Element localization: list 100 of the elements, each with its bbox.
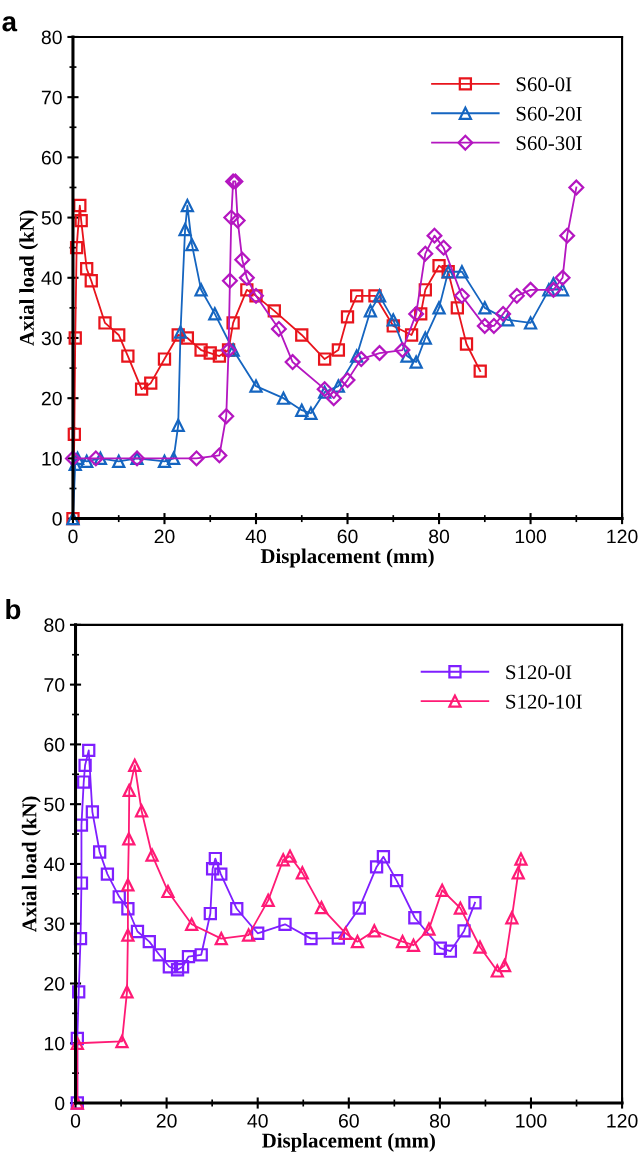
point (122, 783, 136, 798)
point (371, 345, 388, 362)
point (270, 320, 287, 337)
point (161, 884, 175, 899)
point (112, 454, 126, 469)
point (418, 283, 432, 297)
point (435, 239, 452, 256)
point (121, 902, 135, 916)
point (386, 319, 400, 333)
y-tick-label: 30 (44, 917, 65, 931)
y-tick-label: 20 (41, 391, 62, 406)
point (350, 349, 364, 363)
point (340, 310, 355, 324)
point (304, 406, 318, 420)
point (395, 934, 410, 949)
point (522, 281, 539, 298)
point (70, 1031, 85, 1046)
point (121, 928, 135, 942)
y-tick-label: 10 (42, 451, 62, 466)
point (455, 265, 469, 279)
point (278, 917, 292, 931)
point (180, 331, 195, 345)
point (68, 331, 82, 345)
point (241, 928, 256, 942)
point (170, 963, 185, 977)
point (134, 804, 149, 818)
point (67, 427, 81, 441)
x-tick-label: 60 (337, 529, 358, 544)
x-tick-label: 40 (245, 529, 267, 544)
point (234, 251, 251, 268)
point (185, 238, 199, 252)
point (450, 301, 465, 315)
point (426, 227, 443, 244)
legend-label: S120-10I (506, 694, 582, 709)
point (417, 245, 434, 262)
point (376, 850, 391, 864)
point (261, 893, 275, 908)
point (203, 906, 217, 921)
point (175, 960, 190, 974)
point (523, 316, 538, 330)
y-tick-label: 50 (41, 211, 62, 225)
x-tick-label: 20 (156, 1113, 177, 1128)
x-tick-label: 80 (429, 529, 450, 544)
point (70, 1036, 85, 1050)
point (443, 944, 458, 958)
point (352, 901, 366, 915)
point (64, 450, 81, 467)
point (394, 342, 411, 359)
x-tick-label: 20 (154, 529, 175, 544)
y-tick-label: 0 (52, 512, 62, 526)
point (194, 948, 208, 962)
x-tick-label: 100 (515, 529, 547, 544)
point (212, 349, 227, 363)
legend-label: S120-0I (506, 665, 572, 680)
point (178, 222, 192, 237)
point (542, 283, 556, 297)
y-tick-label: 80 (41, 30, 62, 45)
y-tick-label: 20 (44, 976, 65, 991)
y-tick-label: 40 (41, 271, 62, 286)
point (226, 316, 240, 330)
point (283, 849, 297, 863)
point (545, 281, 562, 298)
x-axis-title: Displacement (mm) (262, 1132, 435, 1152)
point (218, 408, 235, 425)
legend-label: S60-30I (516, 136, 582, 151)
point (555, 283, 570, 297)
point (73, 198, 87, 213)
point (226, 343, 240, 357)
point (152, 948, 166, 962)
x-tick-label: 40 (247, 1113, 268, 1128)
point (304, 931, 318, 946)
point (331, 931, 345, 945)
x-tick-label: 60 (338, 1113, 359, 1128)
point (115, 1034, 129, 1049)
point (473, 940, 487, 954)
point (180, 198, 195, 213)
point (505, 911, 519, 925)
y-tick-label: 30 (41, 331, 62, 346)
point (295, 403, 309, 417)
point (432, 259, 446, 273)
point (221, 272, 238, 289)
point (339, 372, 356, 389)
point (350, 289, 364, 303)
point (369, 860, 384, 874)
point (457, 924, 471, 938)
point (284, 354, 301, 371)
point (386, 313, 400, 327)
point (208, 851, 223, 866)
y-tick-label: 0 (55, 1096, 65, 1111)
point (459, 337, 474, 351)
point (408, 911, 422, 925)
point (372, 289, 387, 303)
point (194, 343, 208, 357)
point (82, 743, 96, 758)
point (229, 212, 246, 229)
point (414, 307, 428, 321)
point (194, 283, 208, 297)
point (331, 343, 346, 357)
point (145, 848, 159, 862)
point (363, 304, 378, 318)
